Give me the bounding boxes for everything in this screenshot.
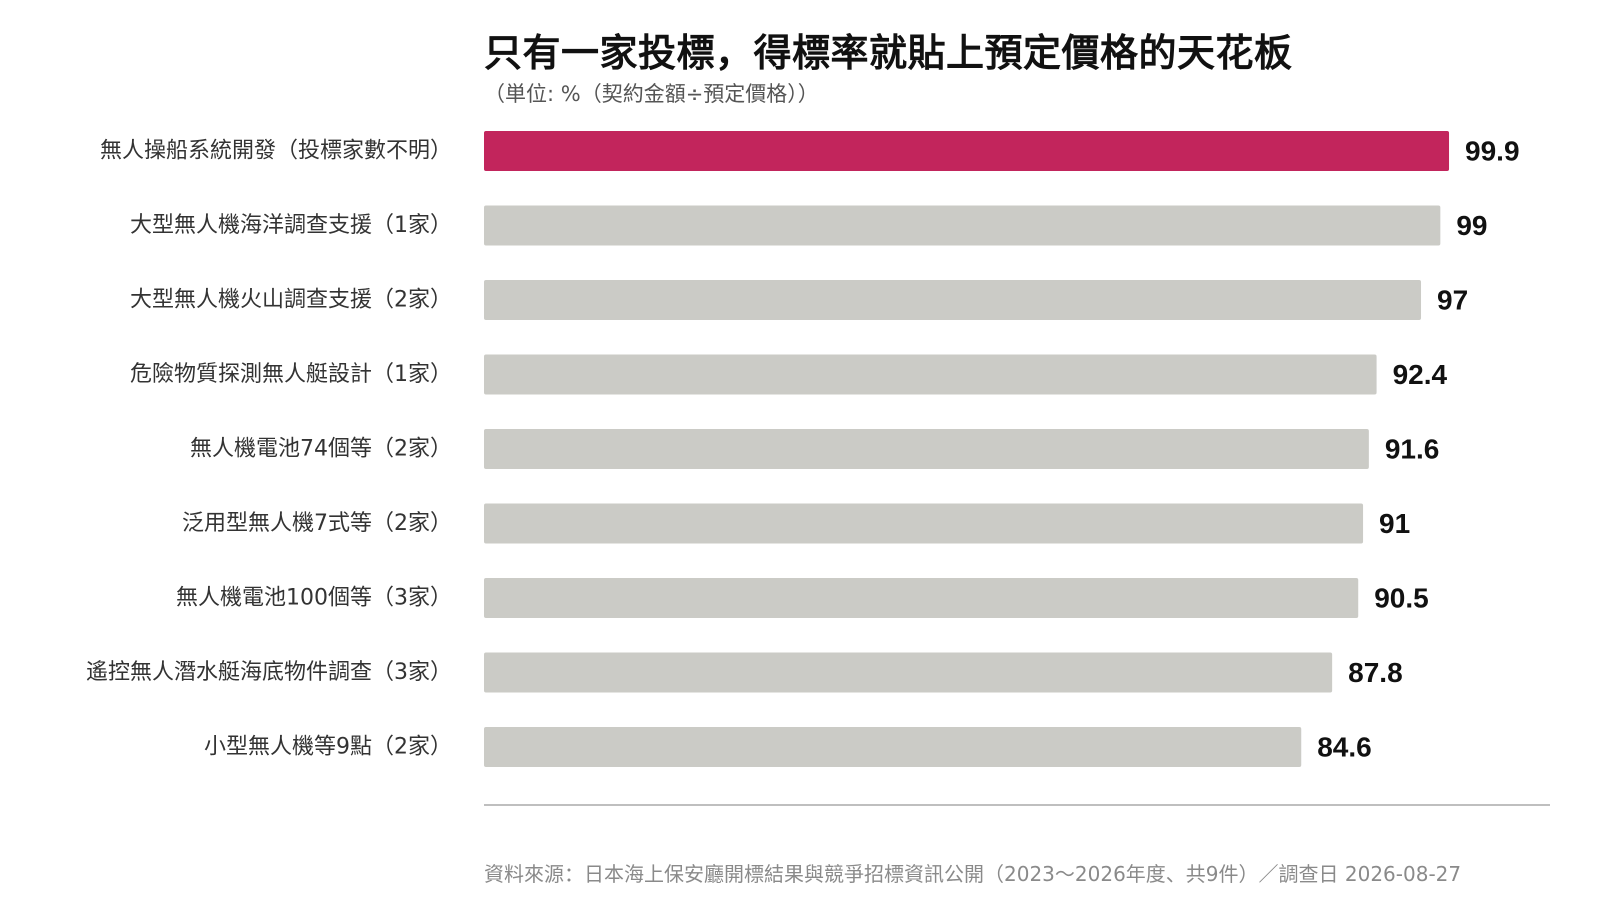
value-label-2: 97: [1437, 285, 1468, 316]
source-note: 資料來源：日本海上保安廳開標結果與競爭招標資訊公開（2023～2026年度、共9…: [484, 862, 1462, 886]
category-label-1: 大型無人機海洋調查支援（1家）: [130, 213, 452, 238]
bar-6: [484, 578, 1359, 618]
category-label-0: 無人操船系統開發（投標家數不明）: [100, 139, 452, 164]
bar-2: [484, 280, 1422, 320]
value-label-8: 84.6: [1317, 732, 1372, 763]
category-label-2: 大型無人機火山調查支援（2家）: [130, 288, 452, 313]
bar-4: [484, 429, 1369, 469]
value-label-6: 90.5: [1374, 583, 1429, 614]
bar-8: [484, 727, 1302, 767]
category-label-6: 無人機電池100個等（3家）: [176, 586, 452, 611]
value-label-0: 99.9: [1465, 136, 1520, 167]
category-label-5: 泛用型無人機7式等（2家）: [182, 511, 452, 536]
category-label-4: 無人機電池74個等（2家）: [190, 437, 452, 462]
bar-1: [484, 205, 1441, 246]
chart-title: 只有一家投標，得標率就貼上預定價格的天花板: [484, 31, 1293, 75]
value-label-7: 87.8: [1348, 657, 1403, 688]
chart-subtitle: （単位: %（契約金額÷預定價格））: [484, 82, 819, 106]
category-label-7: 遙控無人潛水艇海底物件調查（3家）: [86, 660, 452, 685]
value-label-3: 92.4: [1393, 359, 1448, 390]
bar-5: [484, 503, 1364, 544]
bar-0: [484, 131, 1450, 171]
value-label-5: 91: [1379, 508, 1410, 539]
category-label-3: 危險物質探測無人艇設計（1家）: [130, 362, 452, 387]
value-label-4: 91.6: [1385, 434, 1440, 465]
value-label-1: 99: [1456, 210, 1487, 241]
bar-3: [484, 354, 1377, 395]
bar-7: [484, 652, 1333, 693]
category-label-8: 小型無人機等9點（2家）: [204, 735, 452, 760]
